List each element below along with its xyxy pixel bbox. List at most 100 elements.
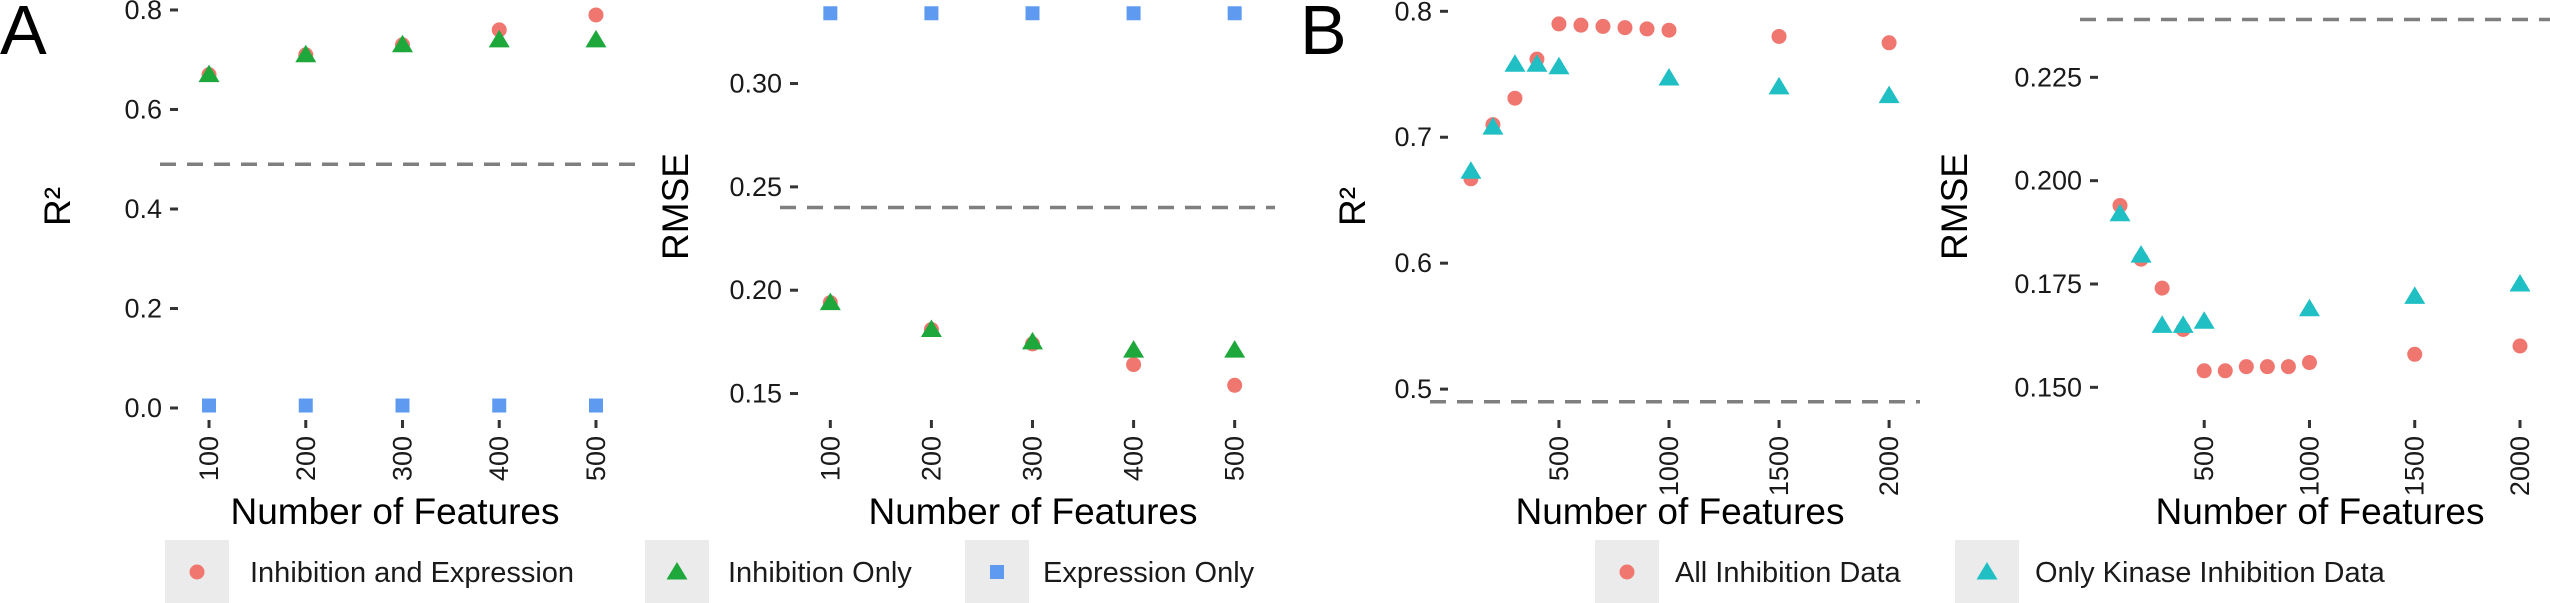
data-point bbox=[823, 6, 838, 21]
y-tick-label: 0.4 bbox=[124, 194, 162, 224]
legend-panel-b: All Inhibition Data Only Kinase Inhibitio… bbox=[1595, 540, 2386, 603]
series-triangle bbox=[819, 292, 1246, 358]
legend-marker bbox=[666, 562, 688, 580]
series-circle bbox=[1463, 16, 1897, 187]
chart-A-rmse: 0.15 0.20 0.25 0.30 100 200 300 400 500 Number of… bbox=[655, 6, 1275, 532]
data-point bbox=[1639, 21, 1655, 37]
data-point bbox=[1460, 161, 1482, 179]
data-point bbox=[819, 292, 841, 311]
data-point bbox=[585, 29, 607, 48]
data-point bbox=[1661, 22, 1677, 38]
data-point bbox=[1504, 54, 1526, 72]
data-point bbox=[1595, 18, 1611, 34]
data-point bbox=[2512, 338, 2528, 354]
y-axis-title: R² bbox=[1332, 187, 1373, 226]
data-point bbox=[924, 6, 939, 21]
panel-letters: A B bbox=[0, 0, 1347, 69]
data-point bbox=[1123, 340, 1145, 358]
y-tick-label: 0.6 bbox=[1394, 248, 1432, 278]
x-tick-label: 100 bbox=[815, 436, 845, 481]
x-tick-label: 100 bbox=[194, 436, 224, 481]
y-tick-label: 0.8 bbox=[124, 0, 162, 25]
y-tick-label: 0.20 bbox=[729, 275, 782, 305]
y-tick-label: 0.25 bbox=[729, 172, 782, 202]
y-tick-label: 0.30 bbox=[729, 69, 782, 99]
data-point bbox=[1482, 117, 1504, 135]
data-point bbox=[2130, 245, 2152, 263]
data-point bbox=[488, 29, 510, 48]
data-point bbox=[2196, 363, 2212, 379]
legend-label: Inhibition and Expression bbox=[250, 557, 574, 589]
x-tick-label: 500 bbox=[2189, 436, 2219, 481]
y-tick-label: 0.150 bbox=[2014, 372, 2082, 402]
chart-A-r2: 0.0 0.2 0.4 0.6 0.8 100 200 300 400 500 Number of … bbox=[37, 0, 635, 532]
legend-label: Only Kinase Inhibition Data bbox=[2035, 557, 2386, 589]
x-axis-title: Number of Features bbox=[230, 491, 559, 532]
x-axis-title: Number of Features bbox=[868, 491, 1197, 532]
x-tick-label: 1000 bbox=[2294, 436, 2324, 496]
x-tick-label: 400 bbox=[484, 436, 514, 481]
data-point bbox=[1227, 6, 1242, 21]
legend-marker bbox=[189, 564, 205, 580]
y-tick-label: 0.15 bbox=[729, 379, 782, 409]
data-point bbox=[2298, 298, 2320, 317]
data-point bbox=[2217, 363, 2233, 379]
data-point bbox=[2280, 359, 2296, 375]
y-tick-label: 0.175 bbox=[2014, 269, 2082, 299]
legend-label: Inhibition Only bbox=[728, 557, 912, 589]
legend-panel-a: Inhibition and Expression Inhibition Only… bbox=[165, 540, 1255, 603]
panel-letter-b: B bbox=[1300, 0, 1347, 69]
x-axis-title: Number of Features bbox=[1515, 491, 1844, 532]
data-point bbox=[1022, 331, 1043, 350]
data-point bbox=[1573, 17, 1589, 33]
data-point bbox=[1224, 340, 1246, 358]
x-tick-label: 1000 bbox=[1654, 436, 1684, 496]
data-point bbox=[2109, 203, 2131, 222]
data-point bbox=[1126, 357, 1142, 373]
data-point bbox=[392, 34, 413, 53]
data-point bbox=[1227, 377, 1243, 393]
series-triangle bbox=[1460, 54, 1900, 179]
x-tick-label: 200 bbox=[291, 436, 321, 481]
series-square bbox=[823, 6, 1242, 21]
x-tick-label: 300 bbox=[1018, 436, 1048, 481]
data-point bbox=[1548, 56, 1570, 75]
data-point bbox=[1526, 54, 1548, 72]
y-tick-label: 0.6 bbox=[124, 94, 162, 124]
x-tick-label: 2000 bbox=[1874, 436, 1904, 496]
data-point bbox=[2301, 355, 2317, 371]
x-tick-label: 300 bbox=[388, 436, 418, 481]
data-point bbox=[1768, 76, 1790, 95]
x-axis-title: Number of Features bbox=[2155, 491, 2484, 532]
y-tick-label: 0.8 bbox=[1394, 0, 1432, 26]
legend-marker bbox=[990, 565, 1004, 579]
y-tick-label: 0.7 bbox=[1394, 122, 1432, 152]
x-tick-label: 400 bbox=[1119, 436, 1149, 481]
data-point bbox=[2172, 315, 2194, 333]
chart-B-rmse: 0.150 0.175 0.200 0.225 500 1000 1500 2000 Numbe… bbox=[1934, 17, 2550, 532]
data-point bbox=[588, 7, 604, 23]
data-point bbox=[2154, 280, 2170, 296]
data-point bbox=[1771, 28, 1787, 44]
panel-letter-a: A bbox=[0, 0, 47, 69]
x-tick-label: 2000 bbox=[2505, 436, 2535, 496]
x-tick-label: 500 bbox=[1220, 436, 1250, 481]
data-point bbox=[2238, 359, 2254, 375]
data-point bbox=[295, 44, 317, 63]
y-axis-title: RMSE bbox=[1934, 153, 1975, 260]
legend-label: All Inhibition Data bbox=[1675, 557, 1902, 589]
x-tick-label: 200 bbox=[916, 436, 946, 481]
data-point bbox=[202, 398, 217, 413]
data-point bbox=[198, 64, 220, 83]
data-point bbox=[1507, 90, 1523, 106]
legend-label: Expression Only bbox=[1043, 557, 1255, 589]
x-tick-label: 500 bbox=[581, 436, 611, 481]
legend-marker bbox=[1619, 564, 1635, 580]
data-point bbox=[588, 398, 603, 413]
y-tick-label: 0.225 bbox=[2014, 62, 2082, 92]
data-point bbox=[2259, 359, 2275, 375]
data-point bbox=[1878, 85, 1900, 104]
x-tick-label: 1500 bbox=[2400, 436, 2430, 496]
data-point bbox=[298, 398, 313, 413]
